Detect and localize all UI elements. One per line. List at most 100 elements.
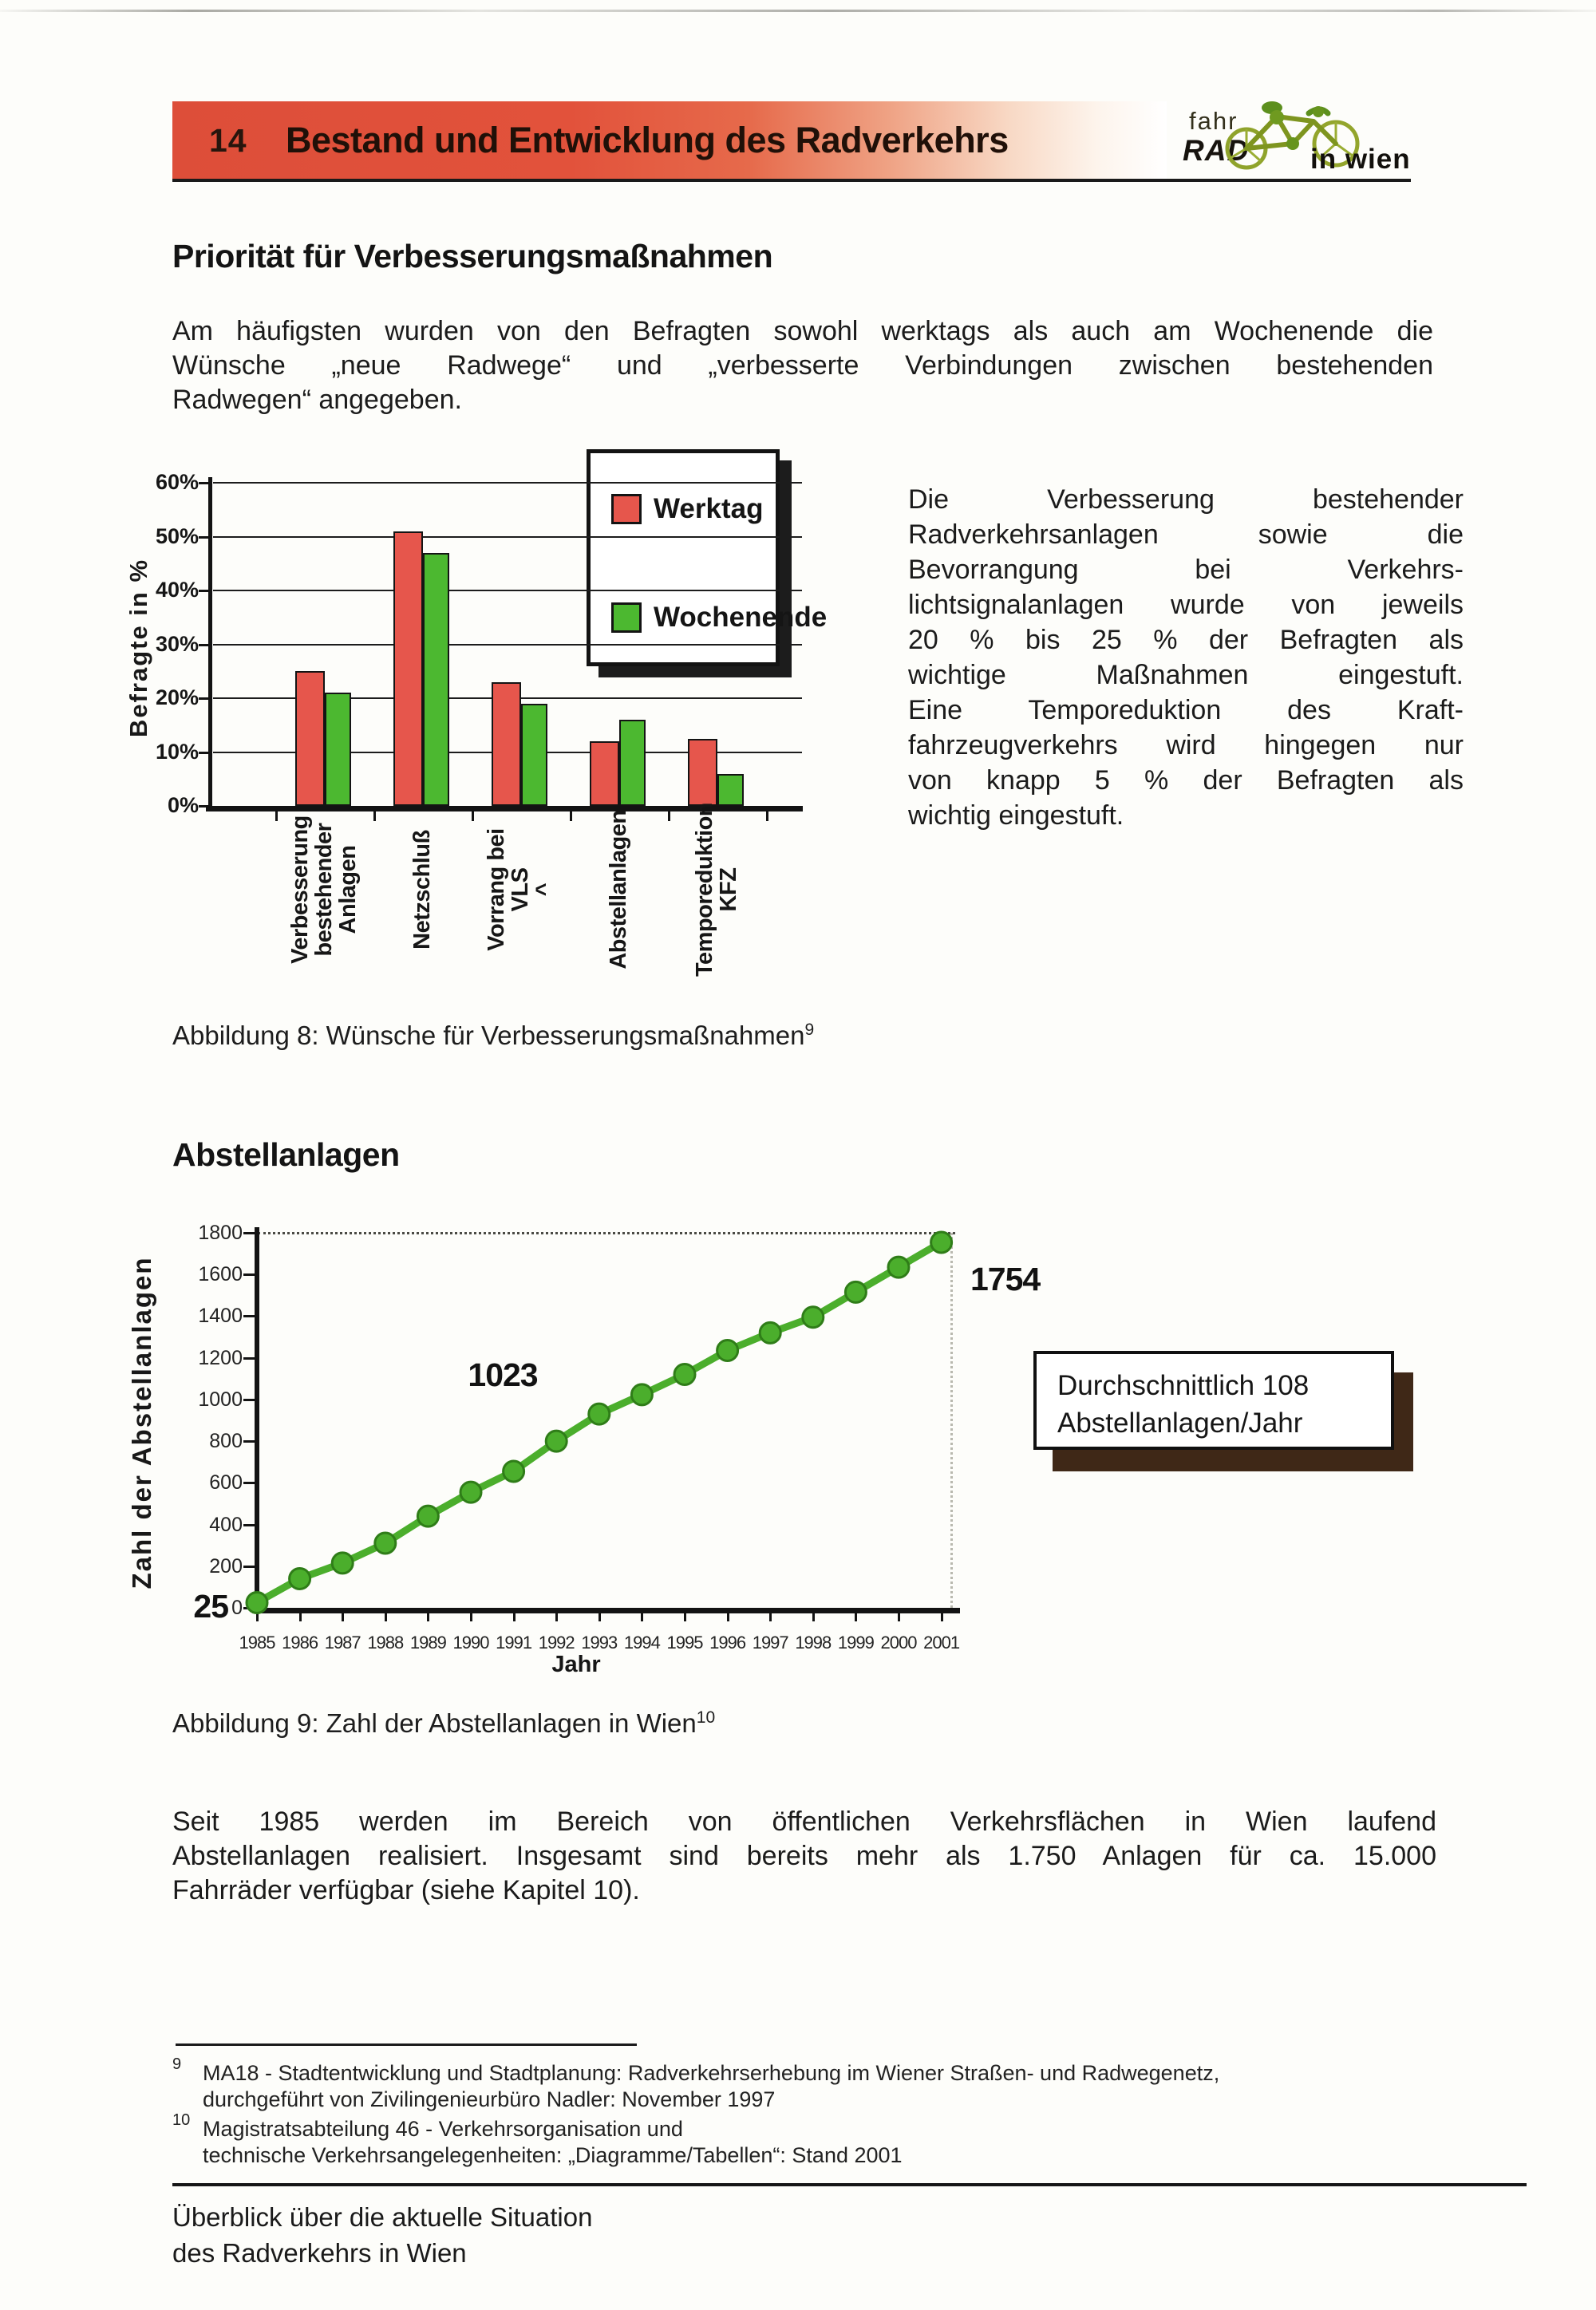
data-point-2001: [930, 1230, 954, 1254]
value-annotation: 25: [193, 1588, 229, 1625]
plot-top-border: [258, 1232, 955, 1234]
gridline: [213, 643, 802, 646]
x-axis-tick-label: 1990: [452, 1633, 490, 1653]
text-line: Überblick über die aktuelle Situation: [172, 2202, 593, 2232]
y-axis-tick-label: 10%: [155, 739, 199, 764]
x-axis-tick-label: 2000: [880, 1633, 918, 1653]
x-axis-tick-label: 1999: [837, 1633, 875, 1653]
text-line: Bevorrangung bei Verkehrs-: [908, 555, 1464, 585]
x-axis-category-label: Temporeduktion KFZ: [692, 802, 741, 977]
x-axis-tick-label: 1985: [239, 1633, 276, 1653]
y-axis-tick-label: 600: [209, 1471, 243, 1495]
y-axis-tick-label: 400: [209, 1513, 243, 1536]
wochenende-swatch: [611, 602, 642, 633]
legend-item-wochenende: Wochenende: [611, 602, 827, 634]
x-axis-tick-label: 1988: [367, 1633, 404, 1653]
x-axis-tick: [769, 1613, 772, 1621]
y-axis-tick-label: 20%: [155, 685, 199, 709]
figure8-caption: Abbildung 8: Wünsche für Verbesserungsma…: [172, 1021, 814, 1051]
bar-chart-x-axis: [206, 806, 803, 811]
bar-werktag: [295, 671, 325, 806]
footnote-divider: [176, 2043, 637, 2046]
gridline: [213, 535, 802, 538]
data-point-1985: [245, 1590, 269, 1614]
bar-werktag: [393, 531, 423, 806]
text-line: Am häufigsten wurden von den Befragten s…: [172, 316, 1433, 346]
figure8-footnote-ref: 9: [804, 1021, 815, 1039]
y-axis-tick-label: 1600: [198, 1263, 243, 1286]
x-axis-category-label: Verbesserung bestehender Anlagen: [287, 815, 361, 964]
footer-divider: [172, 2183, 1527, 2186]
text-line: 20 % bis 25 % der Befragten als: [908, 625, 1464, 655]
line-chart-x-axis-title: Jahr: [551, 1652, 601, 1677]
y-axis-tick: [199, 697, 208, 700]
section-heading-abstellanlagen: Abstellanlagen: [172, 1136, 400, 1173]
y-axis-tick: [243, 1398, 255, 1401]
x-axis-tick-label: 1987: [324, 1633, 361, 1653]
value-annotation: 1023: [468, 1356, 538, 1393]
x-axis-tick: [598, 1613, 601, 1621]
data-point-1995: [673, 1363, 697, 1387]
x-axis-tick: [470, 1613, 472, 1621]
text-line: Radwegen“ angegeben.: [172, 385, 462, 415]
x-axis-tick-label: 1995: [666, 1633, 704, 1653]
legend-item-werktag: Werktag: [611, 493, 763, 525]
y-axis-tick-label: 40%: [155, 578, 199, 602]
legend-label-werktag: Werktag: [654, 493, 764, 524]
x-axis-tick: [342, 1613, 345, 1621]
data-point-1994: [630, 1383, 654, 1407]
bicycle-icon: [1225, 101, 1360, 170]
data-point-1989: [416, 1504, 440, 1528]
data-point-1988: [373, 1531, 397, 1555]
y-axis-tick: [199, 643, 208, 646]
line-chart-y-axis: [255, 1227, 259, 1613]
x-axis-tick-label: 1994: [623, 1633, 661, 1653]
bar-wochenende: [619, 720, 646, 806]
x-axis-tick: [641, 1613, 644, 1621]
y-axis-tick: [243, 1440, 255, 1443]
x-axis-tick: [256, 1613, 259, 1621]
gridline: [213, 590, 802, 591]
text-line: MA18 - Stadtentwicklung und Stadtplanung…: [203, 2061, 1220, 2085]
text-line: des Radverkehrs in Wien: [172, 2238, 467, 2268]
gridline: [213, 482, 802, 484]
x-axis-tick: [384, 1613, 387, 1621]
text-line: Fahrräder verfügbar (siehe Kapitel 10).: [172, 1875, 640, 1905]
x-axis-category-label: Vorrang bei VLS ^: [484, 828, 557, 951]
figure9-line-chart: Zahl der Abstellanlagen Jahr 0 200 400 600 8…: [112, 1213, 1149, 1708]
y-axis-tick: [243, 1356, 255, 1360]
abstellanlagen-line-series: [245, 1230, 954, 1614]
bar-werktag: [688, 738, 717, 806]
x-axis-tick: [684, 1613, 686, 1621]
logo-word-rad: RAD: [1183, 134, 1250, 167]
y-axis-tick: [243, 1315, 255, 1318]
y-axis-tick: [243, 1232, 255, 1234]
bar-chart-legend: Werktag Wochenende: [587, 449, 827, 666]
x-axis-tick: [766, 811, 768, 821]
figure9-caption: Abbildung 9: Zahl der Abstellanlagen in …: [172, 1708, 715, 1739]
y-axis-tick: [243, 1273, 255, 1277]
text-line: Wünsche „neue Radwege“ und „verbesserte …: [172, 350, 1433, 381]
figure8-caption-text: Abbildung 8: Wünsche für Verbesserungsma…: [172, 1021, 805, 1050]
y-axis-tick: [199, 482, 208, 484]
text-line: wichtig eingestuft.: [908, 800, 1124, 831]
x-axis-tick: [472, 811, 474, 821]
x-axis-tick: [373, 811, 376, 821]
y-axis-tick-label: 30%: [155, 631, 199, 656]
x-axis-tick: [555, 1613, 559, 1621]
x-axis-tick-label: 1991: [496, 1633, 532, 1653]
data-point-2000: [887, 1255, 911, 1279]
x-axis-tick-label: 1989: [409, 1633, 447, 1653]
y-axis-tick-label: 1200: [198, 1346, 243, 1369]
text-line: Abstellanlagen/Jahr: [1057, 1408, 1303, 1439]
footnote-10: 10 Magistratsabteilung 46 - Verkehrsorga…: [172, 2111, 1288, 2169]
page-footer: Überblick über die aktuelle Situation des…: [172, 2199, 592, 2271]
y-axis-tick-label: 60%: [155, 470, 199, 494]
x-axis-tick-label: 2001: [923, 1633, 960, 1653]
section-heading-verbesserung: Priorität für Verbesserungsmaßnahmen: [172, 238, 773, 274]
werktag-swatch: [611, 494, 642, 524]
text-line: Durchschnittlich 108: [1057, 1370, 1310, 1401]
y-axis-tick-label: 1800: [198, 1222, 243, 1244]
x-axis-tick: [855, 1613, 858, 1621]
x-axis-tick-label: 1986: [282, 1633, 318, 1653]
